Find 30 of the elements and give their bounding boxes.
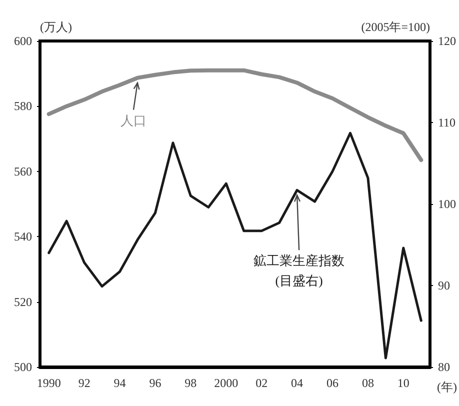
x-tick-label: 10	[397, 376, 410, 390]
y-tick-label: 500	[14, 360, 32, 374]
text: 人口	[120, 112, 146, 128]
x-tick-label: 96	[149, 376, 162, 390]
line-series	[46, 68, 424, 162]
x-tick-label: 08	[362, 376, 374, 390]
y2-tick-label: 120	[438, 34, 456, 48]
y2-tick-label: 100	[438, 197, 456, 211]
x-tick-label: 02	[256, 376, 268, 390]
y2-tick-label: 80	[438, 360, 450, 374]
y-tick-label: 520	[14, 294, 32, 309]
x-axis-title: (年)	[437, 380, 458, 394]
y-tick-label: 540	[14, 230, 32, 244]
series-label: 鉱工業生産指数	[254, 253, 345, 268]
y-axis-title: (万人)	[40, 20, 72, 34]
y-tick-label: 600	[14, 34, 32, 48]
x-tick-label: 06	[326, 376, 338, 390]
x-tick-label: 92	[78, 376, 90, 390]
x-tick-label: 04	[291, 376, 304, 390]
annotation: (目盛右)	[275, 273, 323, 288]
y2-axis-title: (2005年=100)	[361, 20, 430, 34]
x-tick-label: 94	[114, 376, 126, 390]
y-tick-label: 580	[14, 99, 32, 114]
x-tick-label: 98	[184, 376, 197, 390]
line-series	[48, 132, 422, 360]
y2-tick-label: 90	[438, 278, 450, 292]
y2-tick-label: 110	[438, 116, 456, 130]
x-tick-label: 1990	[36, 376, 61, 390]
x-tick-label: 2000	[214, 376, 238, 390]
y-tick-label: 560	[14, 164, 32, 178]
